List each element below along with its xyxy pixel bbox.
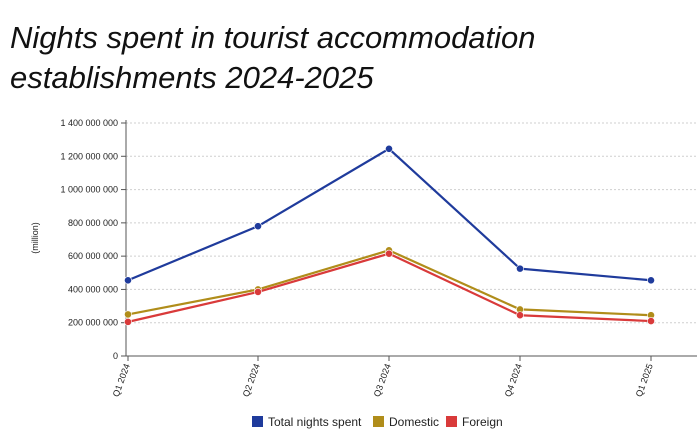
data-point[interactable] [124, 317, 132, 326]
chart-title-line-2: establishments 2024-2025 [10, 60, 374, 95]
series-line [127, 147, 652, 282]
data-point[interactable] [647, 317, 655, 325]
y-tick-label: 200 000 000 [68, 318, 118, 328]
y-tick-label: 400 000 000 [68, 284, 118, 294]
data-point[interactable] [516, 311, 524, 320]
gridlines [126, 122, 697, 324]
y-tick-label: 800 000 000 [68, 218, 118, 228]
x-tick-label: Q2 2024 [241, 362, 262, 398]
legend-label: Foreign [462, 415, 503, 429]
data-point[interactable] [647, 276, 655, 285]
data-point[interactable] [516, 264, 524, 273]
series-total-nights-spent [124, 144, 655, 285]
axes [121, 120, 697, 361]
chart-title-line-1: Nights spent in tourist accommodation [10, 20, 536, 55]
legend-item[interactable]: Domestic [373, 415, 439, 429]
data-point[interactable] [385, 144, 393, 153]
y-tick-label: 1 400 000 000 [60, 118, 118, 128]
data-point[interactable] [124, 310, 132, 319]
legend-swatch [446, 416, 457, 427]
y-tick-label: 0 [113, 351, 118, 361]
series-lines [124, 144, 655, 326]
data-point[interactable] [385, 249, 393, 258]
y-tick-label: 600 000 000 [68, 251, 118, 261]
legend-label: Total nights spent [268, 415, 362, 429]
x-tick-label: Q1 2025 [634, 362, 655, 398]
legend-swatch [252, 416, 263, 427]
x-tick-labels: Q1 2024 Q2 2024 Q3 2024 Q4 2024 Q1 2025 [111, 362, 655, 398]
legend: Total nights spent Domestic Foreign [252, 415, 503, 429]
y-tick-labels: 0 200 000 000 400 000 000 600 000 000 800 00… [60, 118, 118, 361]
legend-swatch [373, 416, 384, 427]
y-axis-label: (million) [30, 222, 40, 254]
legend-item[interactable]: Total nights spent [252, 415, 362, 429]
chart-title: Nights spent in tourist accommodation es… [10, 18, 536, 98]
x-tick-label: Q4 2024 [503, 362, 524, 398]
series-line [127, 249, 652, 317]
series-foreign [124, 249, 655, 326]
y-tick-label: 1 200 000 000 [60, 151, 118, 161]
legend-label: Domestic [389, 415, 439, 429]
x-tick-label: Q3 2024 [372, 362, 393, 398]
series-domestic [124, 246, 655, 320]
y-tick-label: 1 000 000 000 [60, 185, 118, 195]
data-point[interactable] [254, 288, 262, 296]
legend-item[interactable]: Foreign [446, 415, 503, 429]
x-tick-label: Q1 2024 [111, 362, 132, 398]
data-point[interactable] [254, 222, 262, 231]
data-point[interactable] [124, 276, 132, 285]
